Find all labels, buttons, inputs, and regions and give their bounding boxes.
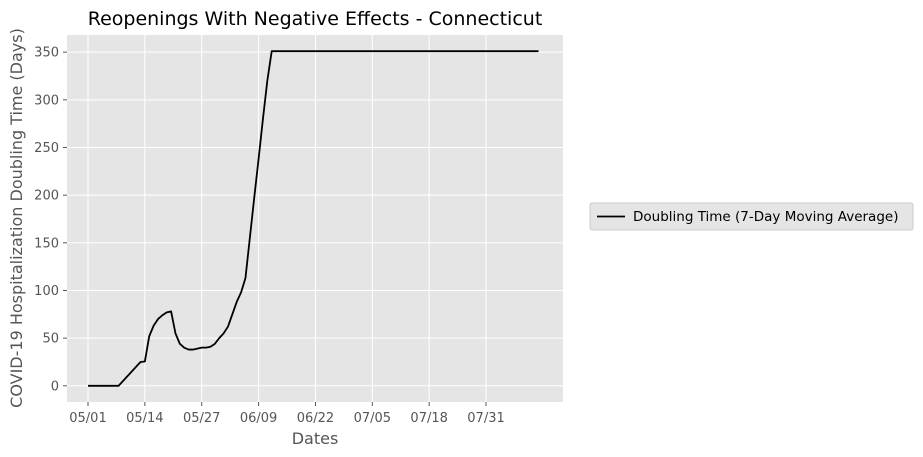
y-tick-label: 0 — [51, 379, 59, 394]
y-axis: 0 50 100 150 200 250 300 350 — [34, 46, 67, 394]
legend: Doubling Time (7-Day Moving Average) — [589, 202, 914, 231]
x-tick-label: 07/18 — [410, 411, 447, 426]
x-tick-label: 07/31 — [467, 411, 504, 426]
grid — [67, 35, 563, 402]
legend-box — [589, 202, 914, 231]
chart-title: Reopenings With Negative Effects - Conne… — [88, 8, 543, 30]
x-axis: 05/01 05/14 05/27 06/09 06/22 07/05 07/18 07/31 — [69, 402, 505, 426]
x-tick-label: 05/14 — [126, 411, 163, 426]
y-tick-label: 350 — [34, 46, 59, 61]
x-axis-label: Dates — [292, 429, 339, 448]
x-tick-label: 06/22 — [297, 411, 334, 426]
y-tick-label: 100 — [34, 284, 59, 299]
x-tick-label: 06/09 — [240, 411, 277, 426]
y-tick-label: 300 — [34, 93, 59, 108]
y-tick-label: 150 — [34, 236, 59, 251]
series-line-doubling-time — [87, 50, 539, 387]
y-tick-label: 200 — [34, 189, 59, 204]
x-tick-label: 05/01 — [69, 411, 106, 426]
y-tick-label: 50 — [42, 332, 59, 347]
legend-label: Doubling Time (7-Day Moving Average) — [633, 209, 898, 225]
y-axis-label: COVID-19 Hospitalization Doubling Time (… — [7, 28, 26, 408]
y-tick-label: 250 — [34, 141, 59, 156]
x-tick-label: 05/27 — [183, 411, 220, 426]
x-tick-label: 07/05 — [354, 411, 391, 426]
